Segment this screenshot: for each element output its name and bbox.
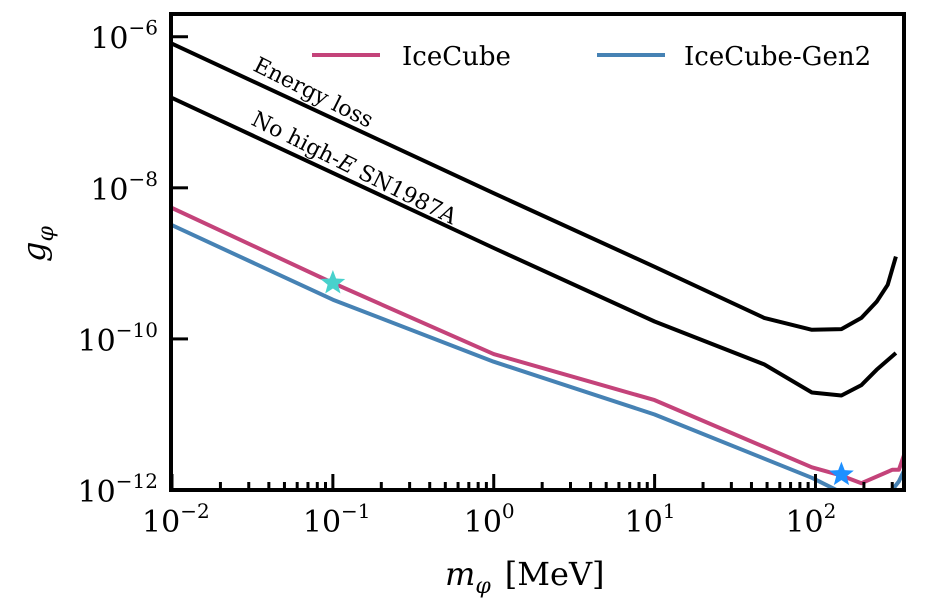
chart-marks — [172, 41, 904, 490]
series-line-bound-3 — [172, 96, 898, 398]
series-line-icecube-gen2 — [172, 223, 904, 490]
x-tick-label: 101 — [625, 499, 676, 540]
x-tick-label: 10−2 — [142, 499, 210, 540]
legend-label-icecube: IceCube — [402, 42, 511, 72]
x-tick-label: 100 — [464, 499, 515, 540]
legend: IceCube IceCube-Gen2 — [312, 42, 871, 72]
series-line-bound-2 — [172, 41, 898, 332]
y-tick-label: 10−6 — [90, 16, 158, 57]
star-marker-1 — [829, 461, 854, 486]
x-tick-label: 10−1 — [303, 499, 371, 540]
tick-labels: 10−2 10−1 100 101 102 10−6 10−8 10−10 10−12 — [78, 16, 837, 540]
y-tick-label: 10−8 — [90, 167, 158, 208]
x-tick-label: 102 — [785, 499, 836, 540]
y-tick-label: 10−10 — [78, 318, 158, 359]
series-line-icecube — [172, 206, 904, 486]
y-tick-label: 10−12 — [78, 469, 158, 510]
x-axis-label: mφ [MeV] — [445, 555, 605, 599]
plot-frame — [169, 12, 906, 492]
axis-ticks — [170, 35, 894, 492]
star-marker-0 — [320, 270, 346, 294]
legend-label-icecube-gen2: IceCube-Gen2 — [684, 42, 871, 72]
y-axis-label: gφ — [15, 226, 59, 262]
